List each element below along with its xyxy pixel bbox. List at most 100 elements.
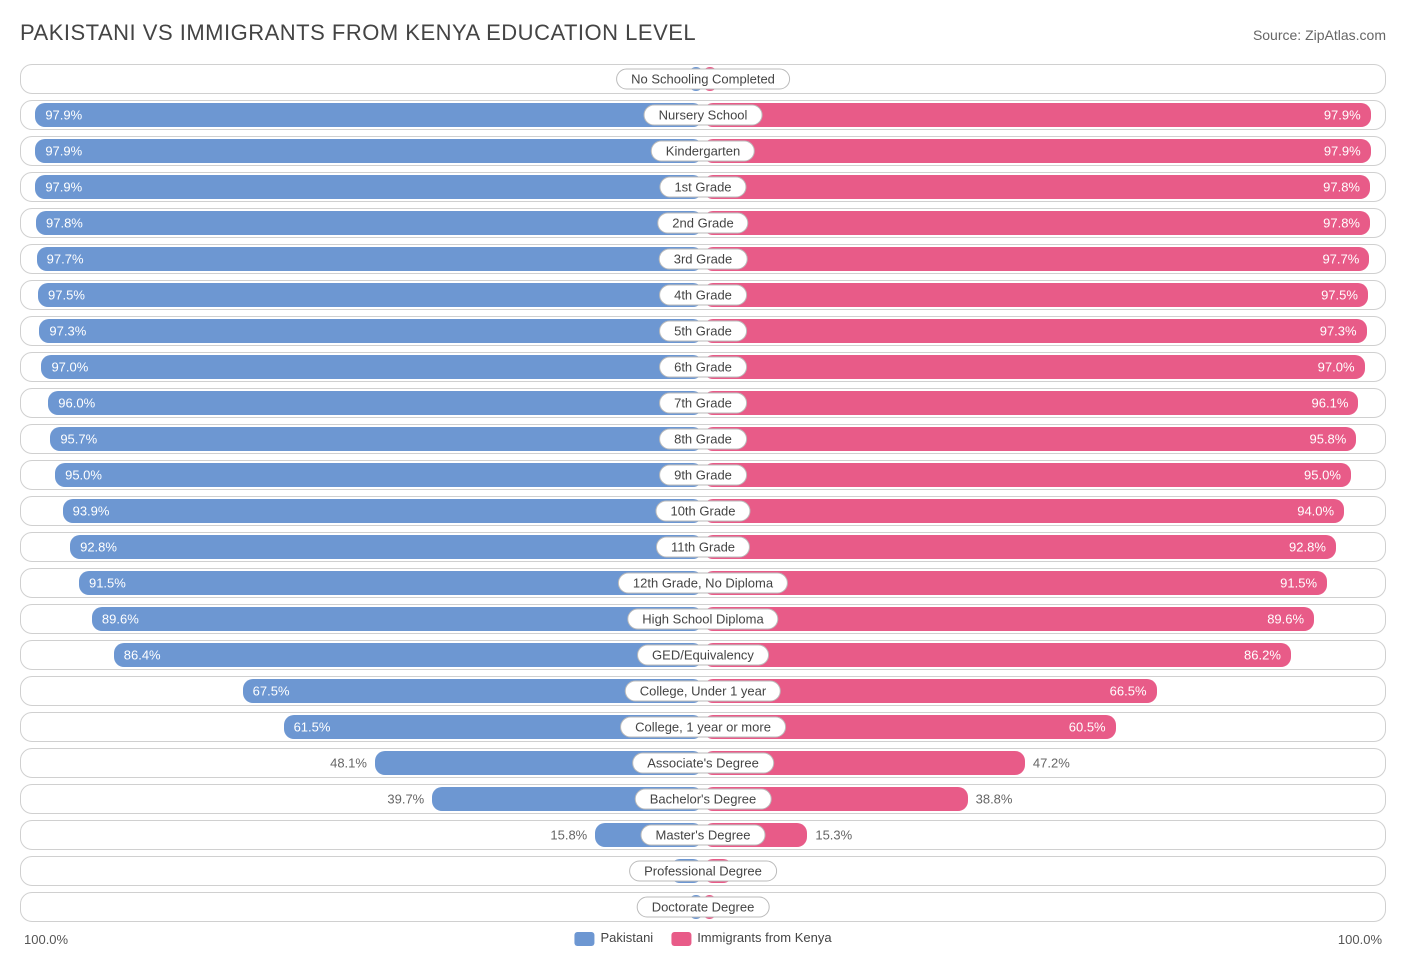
bar-left (35, 103, 703, 127)
chart-row: 86.4%86.2%GED/Equivalency (20, 640, 1386, 670)
chart-row: 92.8% 92.8% 11th Grade (20, 532, 1386, 562)
category-label: 3rd Grade (659, 249, 748, 270)
bar-left (41, 355, 703, 379)
value-right: 95.8% (1309, 432, 1346, 447)
category-label: 7th Grade (659, 393, 747, 414)
category-label: 6th Grade (659, 357, 747, 378)
value-right: 97.9% (1324, 108, 1361, 123)
chart-row: 97.9% 97.9% Nursery School (20, 100, 1386, 130)
category-label: Professional Degree (629, 861, 777, 882)
value-right: 60.5% (1069, 720, 1106, 735)
category-label: 4th Grade (659, 285, 747, 306)
value-left: 97.8% (46, 216, 83, 231)
chart-row: 61.5% 60.5% College, 1 year or more (20, 712, 1386, 742)
chart-row: 97.7%97.7%3rd Grade (20, 244, 1386, 274)
category-label: Master's Degree (641, 825, 766, 846)
legend-label-left: Pakistani (600, 930, 653, 945)
value-left: 97.7% (47, 252, 84, 267)
bar-right (703, 283, 1368, 307)
chart-row: 4.8%4.4%Professional Degree (20, 856, 1386, 886)
value-right: 15.3% (815, 828, 852, 843)
chart-row: 93.9%94.0%10th Grade (20, 496, 1386, 526)
chart-row: 97.5% 97.5% 4th Grade (20, 280, 1386, 310)
value-left: 91.5% (89, 576, 126, 591)
chart-row: 91.5%91.5%12th Grade, No Diploma (20, 568, 1386, 598)
chart-row: 89.6%89.6%High School Diploma (20, 604, 1386, 634)
value-right: 38.8% (976, 792, 1013, 807)
legend: Pakistani Immigrants from Kenya (574, 930, 831, 946)
value-left: 96.0% (58, 396, 95, 411)
chart-row: 97.8%97.8%2nd Grade (20, 208, 1386, 238)
category-label: No Schooling Completed (616, 69, 790, 90)
value-left: 61.5% (294, 720, 331, 735)
value-right: 92.8% (1289, 540, 1326, 555)
chart-row: 95.0% 95.0% 9th Grade (20, 460, 1386, 490)
chart-row: 2.0%1.9%Doctorate Degree (20, 892, 1386, 922)
category-label: 11th Grade (656, 537, 750, 558)
legend-swatch-right (671, 932, 691, 946)
bar-left (38, 283, 703, 307)
category-label: 1st Grade (659, 177, 746, 198)
axis-max-left: 100.0% (24, 932, 68, 947)
value-left: 67.5% (253, 684, 290, 699)
bar-left (114, 643, 703, 667)
chart-row: 15.8%15.3%Master's Degree (20, 820, 1386, 850)
value-left: 97.9% (45, 180, 82, 195)
chart-row: 95.7%95.8%8th Grade (20, 424, 1386, 454)
chart-row: 97.9%97.9%Kindergarten (20, 136, 1386, 166)
value-right: 89.6% (1267, 612, 1304, 627)
chart-source: Source: ZipAtlas.com (1253, 27, 1386, 43)
bar-right (703, 463, 1351, 487)
source-prefix: Source: (1253, 27, 1305, 43)
chart-row: 48.1% 47.2% Associate's Degree (20, 748, 1386, 778)
value-left: 97.9% (45, 144, 82, 159)
category-label: GED/Equivalency (637, 645, 769, 666)
value-left: 97.5% (48, 288, 85, 303)
category-label: Nursery School (644, 105, 763, 126)
category-label: 2nd Grade (657, 213, 748, 234)
legend-label-right: Immigrants from Kenya (697, 930, 831, 945)
value-right: 97.0% (1318, 360, 1355, 375)
legend-item-left: Pakistani (574, 930, 653, 946)
diverging-bar-chart: 2.1%2.1%No Schooling Completed97.9%97.9%… (20, 64, 1386, 922)
value-left: 95.7% (60, 432, 97, 447)
value-left: 39.7% (387, 792, 424, 807)
category-label: College, 1 year or more (620, 717, 786, 738)
category-label: 10th Grade (655, 501, 750, 522)
chart-row: 2.1%2.1%No Schooling Completed (20, 64, 1386, 94)
value-left: 48.1% (330, 756, 367, 771)
value-right: 66.5% (1110, 684, 1147, 699)
bar-left (92, 607, 703, 631)
chart-row: 97.9%97.8%1st Grade (20, 172, 1386, 202)
value-left: 93.9% (73, 504, 110, 519)
value-right: 97.5% (1321, 288, 1358, 303)
category-label: 5th Grade (659, 321, 747, 342)
bar-left (63, 499, 703, 523)
bar-left (37, 247, 703, 271)
bar-left (55, 463, 703, 487)
bar-left (48, 391, 703, 415)
bar-right (703, 211, 1370, 235)
bar-right (703, 499, 1344, 523)
value-right: 96.1% (1312, 396, 1349, 411)
value-left: 97.0% (51, 360, 88, 375)
value-right: 47.2% (1033, 756, 1070, 771)
bar-right (703, 247, 1369, 271)
category-label: Doctorate Degree (637, 897, 770, 918)
category-label: Kindergarten (651, 141, 755, 162)
value-left: 89.6% (102, 612, 139, 627)
value-left: 92.8% (80, 540, 117, 555)
chart-row: 39.7%38.8%Bachelor's Degree (20, 784, 1386, 814)
value-left: 95.0% (65, 468, 102, 483)
category-label: 9th Grade (659, 465, 747, 486)
value-right: 97.3% (1320, 324, 1357, 339)
chart-title: PAKISTANI VS IMMIGRANTS FROM KENYA EDUCA… (20, 20, 696, 46)
value-left: 97.9% (45, 108, 82, 123)
value-right: 95.0% (1304, 468, 1341, 483)
bar-right (703, 391, 1358, 415)
chart-row: 97.0% 97.0% 6th Grade (20, 352, 1386, 382)
bar-left (79, 571, 703, 595)
bar-left (70, 535, 703, 559)
category-label: Associate's Degree (632, 753, 774, 774)
bar-right (703, 139, 1371, 163)
